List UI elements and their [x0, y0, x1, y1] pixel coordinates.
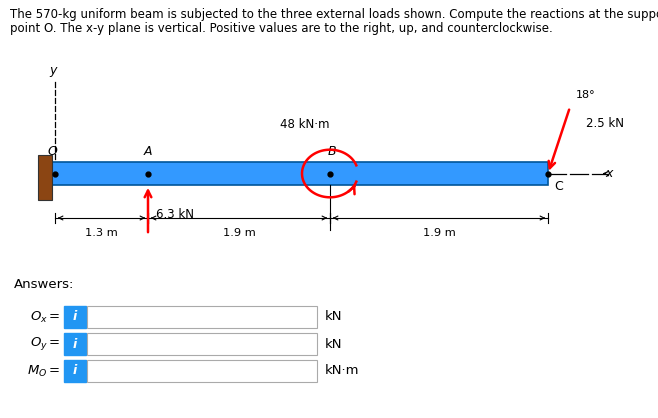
- Text: i: i: [73, 311, 77, 324]
- Text: 1.3 m: 1.3 m: [85, 228, 118, 238]
- Bar: [64, 306, 86, 328]
- Text: 1.9 m: 1.9 m: [422, 228, 455, 238]
- Text: C: C: [554, 179, 563, 193]
- Text: O: O: [47, 145, 57, 158]
- Text: A: A: [143, 145, 152, 158]
- Text: i: i: [73, 364, 77, 377]
- Text: x: x: [605, 167, 613, 180]
- Text: kN: kN: [325, 337, 343, 351]
- Bar: [52, 162, 548, 185]
- Text: point O. The x-y plane is vertical. Positive values are to the right, up, and co: point O. The x-y plane is vertical. Posi…: [10, 22, 553, 35]
- Text: y: y: [49, 64, 57, 77]
- Text: $O_x=$: $O_x=$: [30, 309, 60, 324]
- Text: $O_y=$: $O_y=$: [30, 336, 60, 352]
- Text: Answers:: Answers:: [14, 278, 74, 291]
- Text: kN·m: kN·m: [325, 364, 359, 377]
- Bar: [64, 333, 86, 355]
- Text: i: i: [73, 337, 77, 351]
- Text: kN: kN: [325, 311, 343, 324]
- Text: 48 kN·m: 48 kN·m: [280, 118, 330, 132]
- Text: 6.3 kN: 6.3 kN: [156, 207, 194, 221]
- Text: 2.5 kN: 2.5 kN: [586, 117, 624, 130]
- Bar: [87, 360, 317, 382]
- Bar: [87, 333, 317, 355]
- Text: 18°: 18°: [576, 90, 595, 100]
- Text: 1.9 m: 1.9 m: [222, 228, 255, 238]
- Text: B: B: [328, 145, 336, 158]
- Bar: [64, 360, 86, 382]
- Text: $M_O=$: $M_O=$: [27, 363, 60, 379]
- Bar: [38, 155, 52, 200]
- Text: The 570-kg uniform beam is subjected to the three external loads shown. Compute : The 570-kg uniform beam is subjected to …: [10, 8, 658, 21]
- Bar: [87, 306, 317, 328]
